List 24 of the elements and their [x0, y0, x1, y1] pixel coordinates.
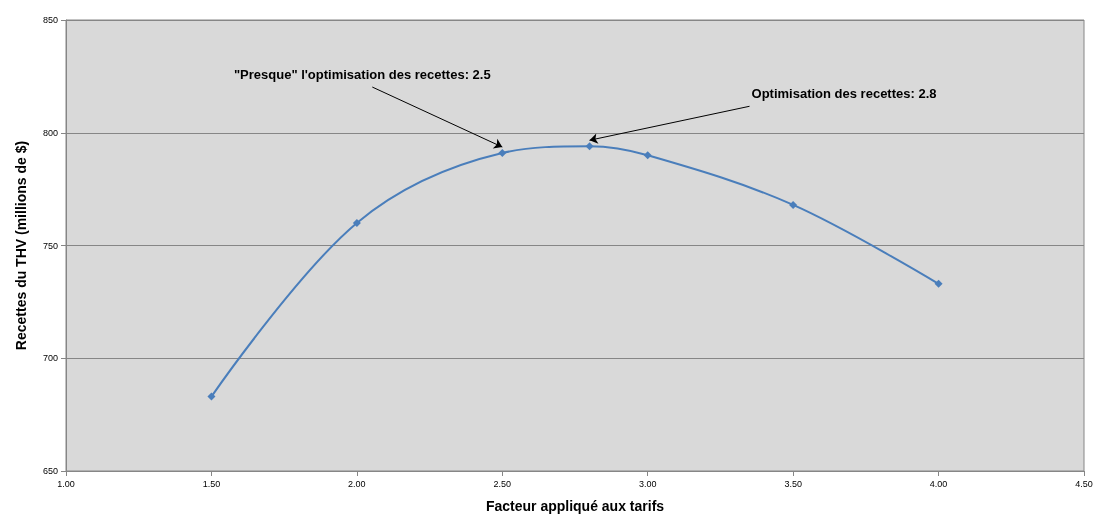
x-axis-title: Facteur appliqué aux tarifs: [485, 498, 665, 514]
y-axis-title: Recettes du THV (millions de $): [13, 140, 29, 351]
x-tick-label: 3.00: [638, 478, 657, 489]
point: [352, 218, 361, 227]
point: [207, 392, 216, 401]
y-tick-label: 650: [42, 466, 58, 476]
point: [585, 142, 594, 151]
y-tick-label: 850: [42, 15, 58, 25]
point: [498, 149, 507, 158]
y-tick-label: 700: [42, 353, 58, 364]
x-tick-label: 2.00: [348, 478, 366, 489]
point: [934, 279, 943, 288]
x-tick-label: 2.50: [493, 478, 512, 489]
x-tick-label: 1.50: [202, 478, 221, 489]
annotation: Optimisation des recettes: 2.8: [751, 86, 937, 102]
point: [643, 151, 652, 160]
y-tick-label: 800: [42, 127, 58, 138]
x-tick-label: 3.50: [784, 478, 802, 489]
x-tick-label: 1.00: [57, 478, 75, 489]
x-tick-label: 4.00: [929, 478, 948, 489]
annotation: "Presque" l'optimisation des recettes: 2.5: [233, 67, 491, 83]
y-tick-label: 750: [42, 240, 58, 251]
x-tick-label: 4.50: [1075, 478, 1093, 489]
point: [789, 200, 798, 209]
